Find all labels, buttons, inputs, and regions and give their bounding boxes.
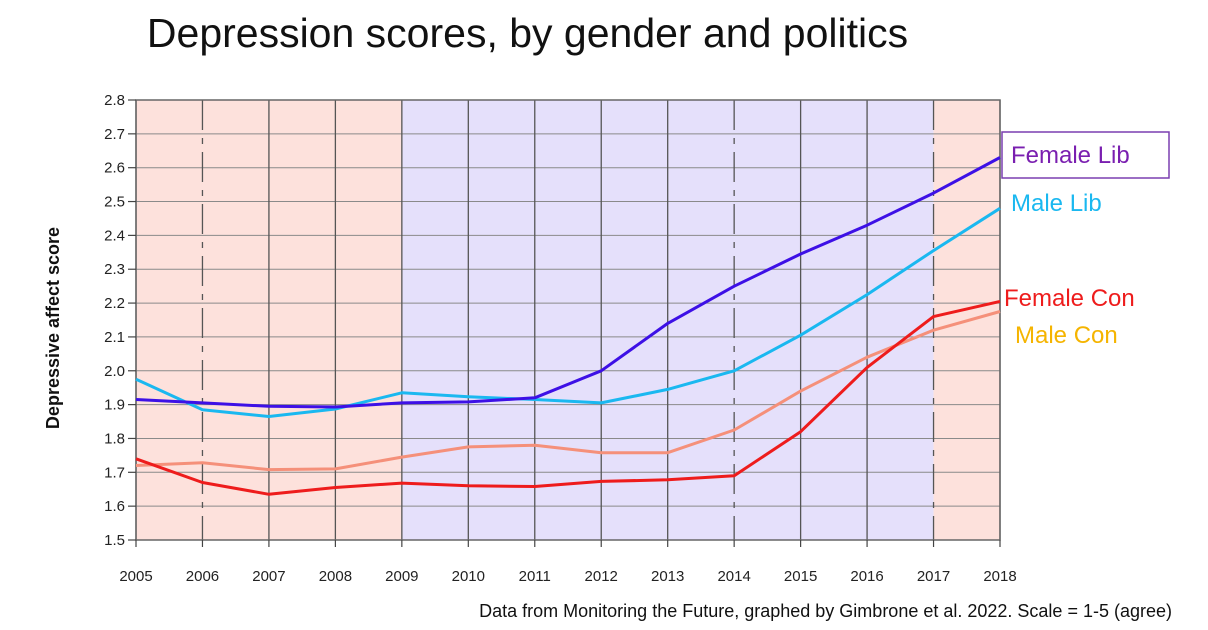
y-tick-label: 2.4: [104, 227, 125, 244]
y-tick-label: 2.0: [104, 363, 125, 380]
y-tick-label: 1.7: [104, 464, 125, 481]
series-labels: Female Lib Male Lib Female Con Male Con: [1001, 131, 1170, 349]
x-tick-label: 2006: [186, 568, 219, 585]
y-tick-label: 1.5: [104, 532, 125, 549]
y-tick-label: 2.5: [104, 194, 125, 211]
plot-frame: [135, 99, 1001, 541]
x-tick-label: 2007: [252, 568, 285, 585]
y-tick-label: 1.8: [104, 430, 125, 447]
line-chart: 1.5 1.6 1.7 1.8 1.9 2.0 2.1 2.2 2.3 2.4 2.5 2.6 2.7 2…: [43, 92, 1170, 585]
x-tick-label: 2016: [850, 568, 883, 585]
x-tick-label: 2014: [717, 568, 750, 585]
series-line-male-lib: [135, 207, 1001, 418]
x-tick-label: 2018: [983, 568, 1016, 585]
y-axis-label: Depressive affect score: [43, 227, 63, 429]
series-label-male-con: Male Con: [1015, 322, 1118, 349]
x-tick-label: 2010: [452, 568, 485, 585]
series-line-female-con: [135, 299, 1001, 496]
y-tick-label: 2.1: [104, 329, 125, 346]
series-line-female-lib: [135, 156, 1001, 409]
x-tick-label: 2008: [319, 568, 352, 585]
x-tick-label: 2015: [784, 568, 817, 585]
series-label-female-con: Female Con: [1004, 285, 1135, 312]
x-axis-ticks: 2005 2006 2007 2008 2009 2010 2011 2012 2013 2014…: [119, 540, 1017, 585]
x-tick-label: 2013: [651, 568, 684, 585]
series-label-female-lib: Female Lib: [1011, 142, 1130, 169]
y-tick-label: 2.3: [104, 261, 125, 278]
y-axis-ticks: 1.5 1.6 1.7 1.8 1.9 2.0 2.1 2.2 2.3 2.4 2.5 2.6 2.7 2…: [104, 92, 136, 549]
page-title: Depression scores, by gender and politic…: [146, 10, 909, 56]
x-tick-label: 2009: [385, 568, 418, 585]
series-lines: [135, 156, 1001, 496]
grid-lines: [135, 99, 1001, 541]
y-tick-label: 2.7: [104, 126, 125, 143]
x-tick-label: 2017: [917, 568, 950, 585]
x-tick-label: 2011: [519, 568, 551, 585]
background-bands: [136, 100, 1000, 540]
y-tick-label: 2.2: [104, 295, 125, 312]
y-tick-label: 2.8: [104, 92, 125, 109]
source-note: Data from Monitoring the Future, graphed…: [479, 601, 1172, 621]
series-line-male-con: [135, 310, 1001, 472]
x-tick-label: 2005: [119, 568, 152, 585]
series-label-male-lib: Male Lib: [1011, 190, 1102, 217]
y-tick-label: 1.6: [104, 498, 125, 515]
female-lib-label-box: [1001, 131, 1170, 179]
y-tick-label: 1.9: [104, 397, 125, 414]
x-tick-label: 2012: [585, 568, 618, 585]
y-tick-label: 2.6: [104, 160, 125, 177]
